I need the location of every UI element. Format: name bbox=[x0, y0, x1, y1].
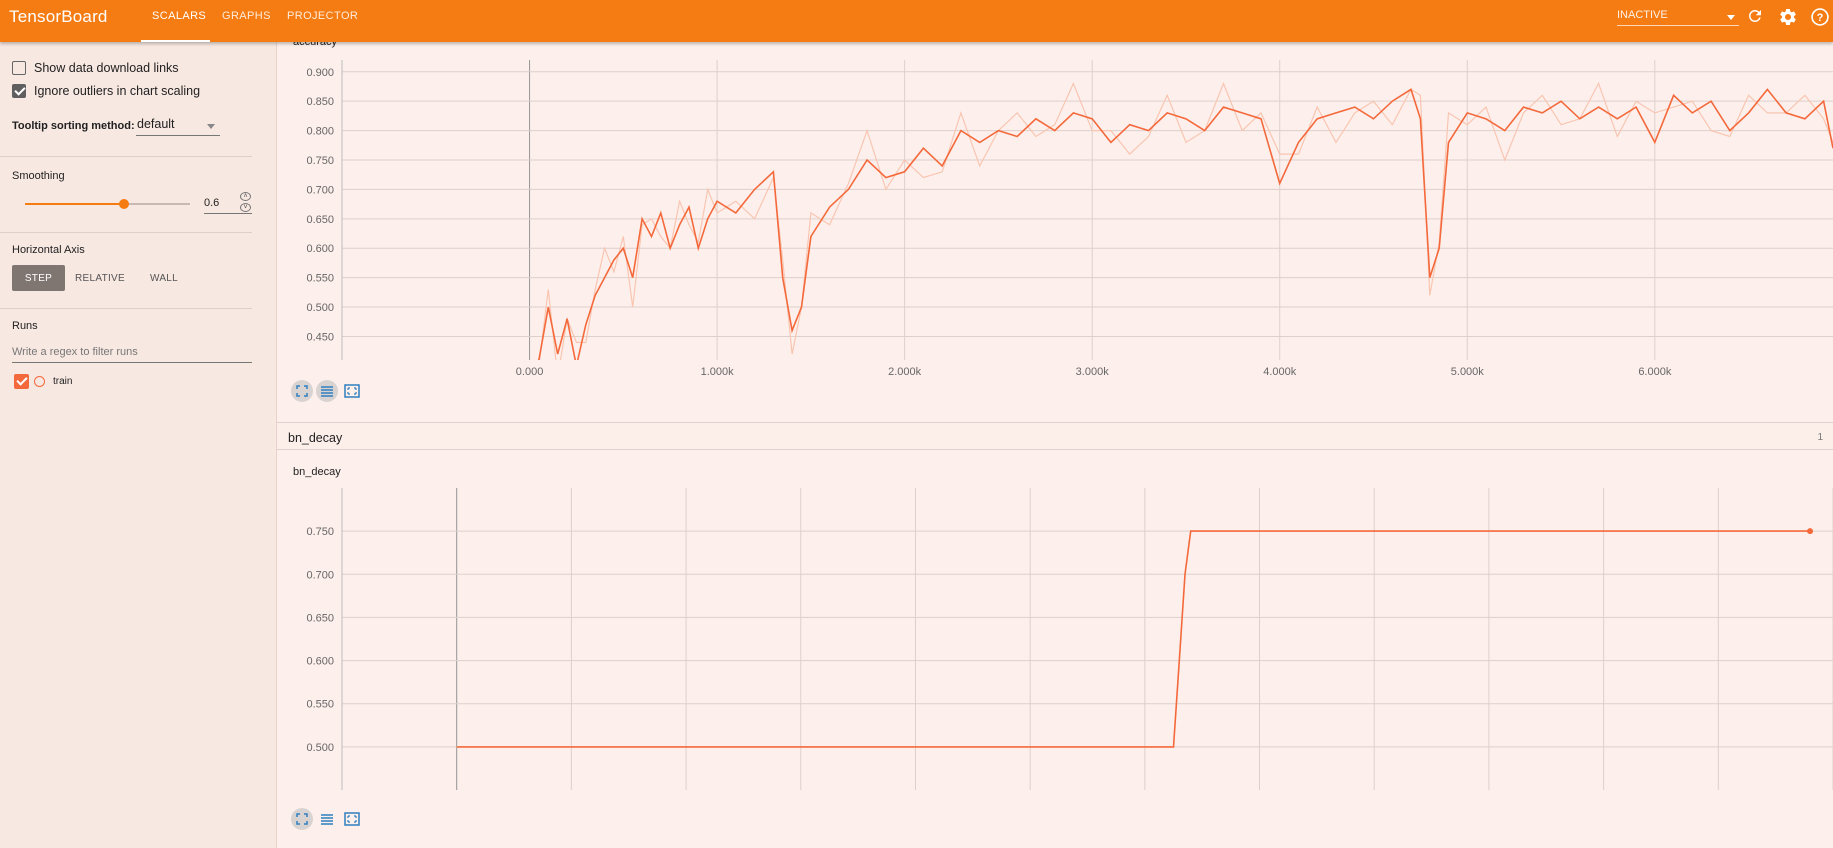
runs-label: Runs bbox=[12, 320, 38, 332]
help-icon[interactable]: ? bbox=[1810, 7, 1829, 26]
smoothing-slider-thumb[interactable] bbox=[119, 199, 129, 209]
expand-chart-button[interactable] bbox=[341, 808, 363, 830]
y-tick-label: 0.450 bbox=[306, 331, 334, 343]
x-tick-label: 6.000k bbox=[1638, 366, 1672, 378]
y-tick-label: 0.500 bbox=[306, 302, 334, 314]
x-tick-label: 4.000k bbox=[1263, 366, 1297, 378]
chevron-down-icon bbox=[207, 124, 215, 129]
chart-card-accuracy: accuracy 0.450 0.500 0.550 0.600 0.650 0.700 0… bbox=[277, 36, 1833, 420]
series-line-train[interactable] bbox=[530, 88, 1833, 366]
list-icon bbox=[321, 814, 333, 825]
expand-icon bbox=[344, 812, 360, 826]
runs-filter-input[interactable]: Write a regex to filter runs bbox=[12, 343, 252, 363]
active-tab-indicator bbox=[141, 40, 210, 42]
x-tick-label: 3.000k bbox=[1076, 366, 1110, 378]
tab-scalars[interactable]: SCALARS bbox=[152, 10, 207, 22]
divider bbox=[0, 232, 252, 233]
app-title: TensorBoard bbox=[9, 7, 108, 26]
tooltip-sorting-value: default bbox=[137, 117, 175, 131]
axis-step-button[interactable]: STEP bbox=[12, 265, 65, 291]
run-name: train bbox=[53, 376, 73, 387]
show-download-links-option[interactable]: Show data download links bbox=[12, 61, 179, 75]
y-tick-label: 0.650 bbox=[306, 612, 334, 624]
sidebar: Show data download links Ignore outliers… bbox=[0, 42, 277, 848]
x-tick-label: 2.000k bbox=[888, 366, 922, 378]
tab-graphs[interactable]: GRAPHS bbox=[222, 10, 271, 22]
decrement-icon[interactable]: ˅ bbox=[240, 203, 251, 212]
smoothing-slider[interactable] bbox=[25, 199, 190, 209]
plot-area bbox=[342, 60, 1833, 360]
y-tick-label: 0.700 bbox=[306, 184, 334, 196]
divider bbox=[0, 308, 252, 309]
data-point bbox=[1807, 528, 1814, 535]
y-tick-label: 0.700 bbox=[306, 569, 334, 581]
y-tick-label: 0.850 bbox=[306, 96, 334, 108]
smoothing-input[interactable]: 0.6 bbox=[204, 194, 252, 214]
ignore-outliers-option[interactable]: Ignore outliers in chart scaling bbox=[12, 84, 200, 98]
group-header-bn-decay[interactable]: bn_decay 1 bbox=[277, 422, 1833, 450]
group-count-badge: 1 bbox=[1817, 432, 1823, 443]
smoothing-label: Smoothing bbox=[12, 170, 65, 182]
top-app-bar: TensorBoard SCALARS GRAPHS PROJECTOR INA… bbox=[0, 0, 1833, 42]
x-tick-label: 5.000k bbox=[1451, 366, 1485, 378]
ignore-outliers-label: Ignore outliers in chart scaling bbox=[34, 84, 201, 98]
main-content: accuracy 0.450 0.500 0.550 0.600 0.650 0.700 0… bbox=[277, 36, 1833, 848]
ignore-outliers-checkbox[interactable] bbox=[12, 84, 26, 98]
y-tick-label: 0.750 bbox=[306, 526, 334, 538]
series-line-train[interactable] bbox=[456, 530, 1811, 748]
run-item[interactable]: train bbox=[14, 374, 72, 389]
chevron-down-icon bbox=[1727, 15, 1735, 20]
inactive-dropdown-value: INACTIVE bbox=[1617, 9, 1668, 21]
group-title: bn_decay bbox=[288, 431, 343, 445]
expand-icon bbox=[344, 384, 360, 398]
svg-text:?: ? bbox=[1817, 12, 1824, 24]
tooltip-sorting-dropdown[interactable]: default bbox=[136, 116, 220, 136]
axis-wall-button[interactable]: WALL bbox=[149, 273, 179, 284]
y-tick-label: 0.550 bbox=[306, 699, 334, 711]
toggle-log-scale-button[interactable] bbox=[316, 380, 338, 402]
fit-domain-button[interactable] bbox=[291, 808, 313, 830]
run-checkbox[interactable] bbox=[14, 374, 29, 389]
y-tick-label: 0.600 bbox=[306, 656, 334, 668]
y-tick-label: 0.750 bbox=[306, 155, 334, 167]
fit-domain-button[interactable] bbox=[291, 380, 313, 402]
show-download-links-label: Show data download links bbox=[34, 61, 179, 75]
settings-icon[interactable] bbox=[1778, 7, 1796, 25]
y-tick-label: 0.650 bbox=[306, 214, 334, 226]
inactive-plugins-dropdown[interactable]: INACTIVE bbox=[1617, 6, 1739, 26]
divider bbox=[0, 156, 252, 157]
show-download-links-checkbox[interactable] bbox=[12, 61, 26, 75]
expand-chart-button[interactable] bbox=[341, 380, 363, 402]
fullscreen-icon bbox=[296, 813, 308, 825]
x-tick-label: 0.000 bbox=[516, 366, 544, 378]
bn-decay-chart[interactable]: 0.500 0.550 0.600 0.650 0.700 0.750 bbox=[277, 480, 1833, 810]
tab-projector[interactable]: PROJECTOR bbox=[287, 10, 359, 22]
y-tick-label: 0.600 bbox=[306, 243, 334, 255]
accuracy-chart[interactable]: 0.450 0.500 0.550 0.600 0.650 0.700 0.750 0.800… bbox=[277, 42, 1833, 382]
refresh-icon[interactable] bbox=[1746, 7, 1764, 25]
y-tick-label: 0.550 bbox=[306, 273, 334, 285]
toggle-log-scale-button[interactable] bbox=[316, 808, 338, 830]
plot-area bbox=[342, 488, 1833, 790]
y-tick-label: 0.500 bbox=[306, 742, 334, 754]
y-tick-label: 0.800 bbox=[306, 126, 334, 138]
y-tick-label: 0.900 bbox=[306, 67, 334, 79]
run-color-swatch[interactable] bbox=[34, 376, 45, 387]
list-icon bbox=[321, 386, 333, 397]
increment-icon[interactable]: ˄ bbox=[240, 192, 251, 201]
tooltip-sorting-label: Tooltip sorting method: bbox=[12, 120, 135, 132]
fullscreen-icon bbox=[296, 385, 308, 397]
smoothing-slider-fill bbox=[25, 203, 124, 205]
horizontal-axis-label: Horizontal Axis bbox=[12, 244, 85, 256]
chart-card-bn-decay: bn_decay 0.500 0.550 0.600 0.650 0.700 0.750 bbox=[277, 452, 1833, 848]
axis-relative-button[interactable]: RELATIVE bbox=[74, 273, 125, 284]
chart-title: bn_decay bbox=[293, 466, 341, 478]
x-tick-label: 1.000k bbox=[701, 366, 735, 378]
